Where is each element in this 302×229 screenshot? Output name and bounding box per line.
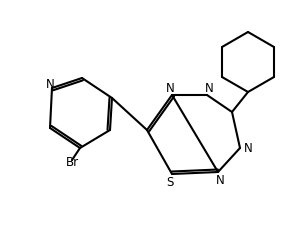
Text: S: S [166,175,174,188]
Text: N: N [216,174,224,186]
Text: N: N [46,79,54,92]
Text: N: N [165,82,174,95]
Text: Br: Br [66,155,79,169]
Text: N: N [244,142,252,155]
Text: N: N [205,82,214,95]
